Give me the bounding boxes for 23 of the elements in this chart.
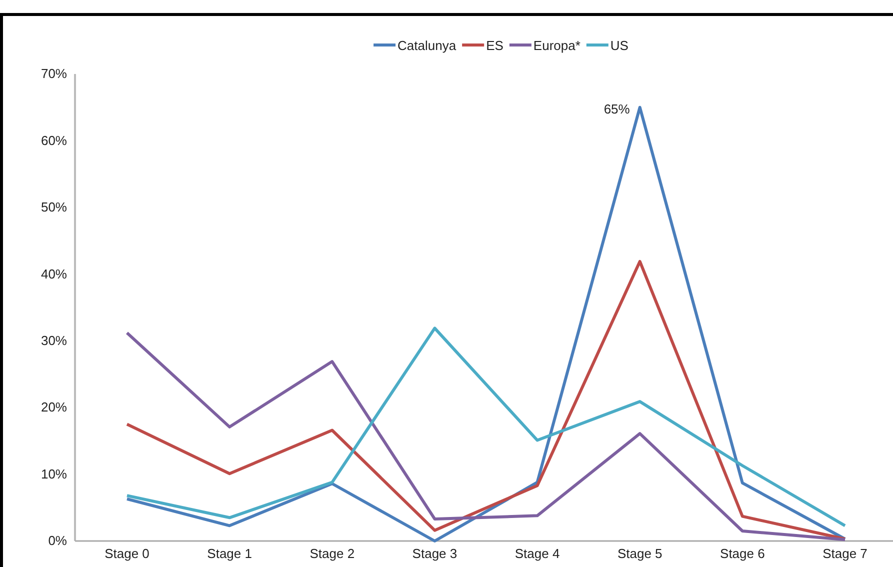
x-tick-label: Stage 1	[207, 546, 252, 562]
x-tick-label: Stage 5	[617, 546, 662, 562]
y-tick-label: 50%	[40, 200, 68, 215]
legend-label: ES	[486, 38, 504, 53]
y-tick-label: 70%	[40, 66, 68, 82]
x-tick-label: Stage 7	[822, 546, 868, 562]
y-tick-label: 20%	[40, 400, 68, 415]
x-tick-label: Stage 0	[104, 546, 150, 562]
line-series	[126, 260, 846, 540]
data-label: 65%	[604, 101, 630, 116]
legend-label: Europa*	[533, 38, 580, 53]
y-tick-label: 60%	[40, 132, 68, 148]
legend-label: Catalunya	[398, 38, 457, 53]
y-tick-label: 10%	[40, 466, 68, 482]
x-tick-label: Stage 2	[310, 546, 355, 562]
x-tick-label: Stage 6	[720, 546, 765, 562]
x-tick-label: Stage 4	[514, 546, 560, 562]
line-series	[126, 106, 846, 542]
y-tick-label: 0%	[48, 533, 68, 548]
x-tick-label: Stage 3	[412, 546, 458, 562]
legend-label: US	[610, 38, 629, 53]
y-tick-label: 40%	[40, 266, 68, 282]
y-tick-label: 30%	[40, 333, 68, 348]
